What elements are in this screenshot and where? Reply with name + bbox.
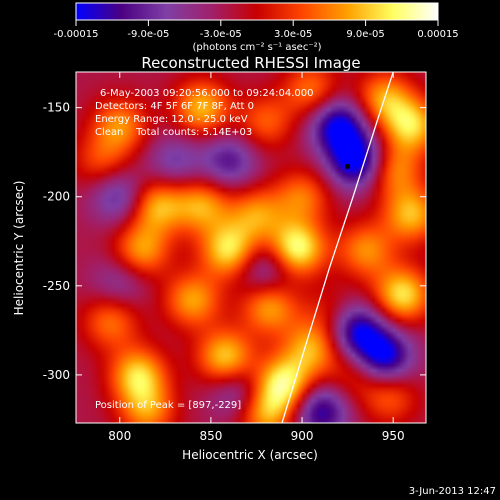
x-tick-label: 950	[382, 429, 405, 443]
plot-frame	[75, 71, 427, 424]
annotation-total-counts: Clean Total counts: 5.14E+03	[95, 127, 252, 138]
x-axis: 800 850 900 950	[108, 72, 405, 443]
colorbar-tick-label: 0.00015	[417, 29, 458, 40]
x-tick-label: 900	[291, 429, 314, 443]
y-tick-label: -150	[43, 101, 70, 115]
y-tick-label: -200	[43, 190, 70, 204]
colorbar-tick-label: -0.00015	[54, 29, 99, 40]
x-tick-label: 850	[199, 429, 222, 443]
heatmap-image	[76, 72, 426, 423]
colorbar-ticks: -0.00015 -9.0e-05 -3.0e-05 3.0e-05 9.0e-05 0.…	[54, 20, 459, 40]
colorbar-tick-label: -3.0e-05	[200, 29, 242, 40]
y-axis-label: Heliocentric Y (arcsec)	[12, 181, 26, 316]
colorbar-tick-label: 3.0e-05	[274, 29, 312, 40]
y-tick-label: -300	[43, 368, 70, 382]
x-tick-label: 800	[108, 429, 131, 443]
solar-limb-curve	[281, 72, 394, 423]
source-marker	[345, 163, 351, 169]
x-axis-label: Heliocentric X (arcsec)	[182, 448, 318, 462]
annotations: 6-May-2003 09:20:56.000 to 09:24:04.000 …	[95, 88, 313, 411]
annotation-detectors: Detectors: 4F 5F 6F 7F 8F, Att 0	[95, 101, 254, 112]
colorbar-unit-label: (photons cm⁻² s⁻¹ asec⁻²)	[192, 42, 321, 53]
annotation-energy-range: Energy Range: 12.0 - 25.0 keV	[95, 114, 248, 125]
colorbar-tick-label: 9.0e-05	[346, 29, 384, 40]
annotation-time-range: 6-May-2003 09:20:56.000 to 09:24:04.000	[100, 88, 313, 99]
colorbar	[75, 2, 439, 21]
y-tick-label: -250	[43, 279, 70, 293]
plot-area	[76, 72, 426, 423]
date-stamp: 3-Jun-2013 12:47	[409, 486, 496, 497]
peak-position-label: Position of Peak = [897,-229]	[95, 400, 241, 411]
chart-title: Reconstructed RHESSI Image	[141, 54, 360, 72]
colorbar-tick-label: -9.0e-05	[127, 29, 169, 40]
y-axis: -150 -200 -250 -300	[43, 101, 426, 382]
